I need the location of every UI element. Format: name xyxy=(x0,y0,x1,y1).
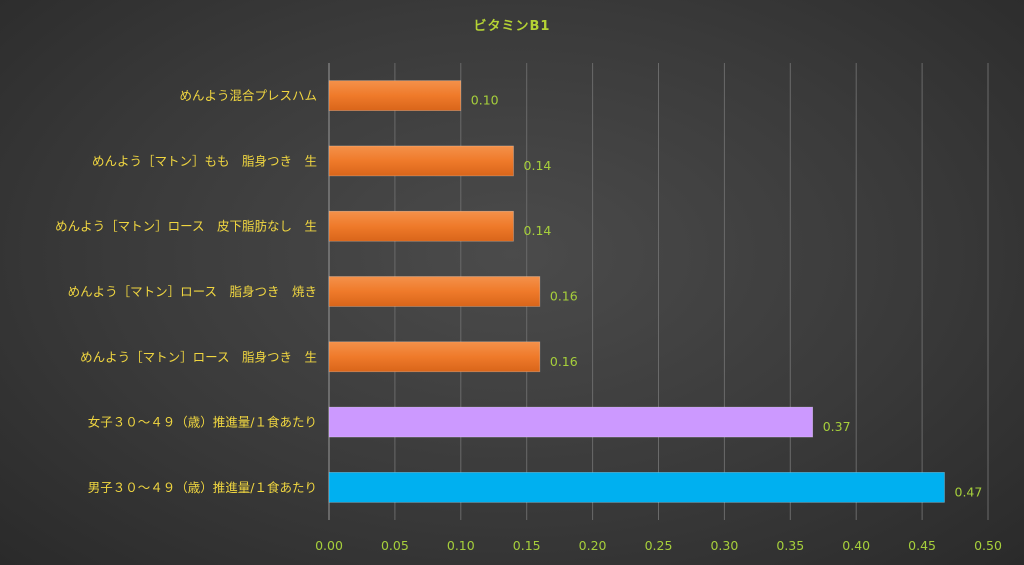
bar xyxy=(328,341,541,373)
category-label: 男子３０～４９（歳）推進量/１食あたり xyxy=(88,480,317,495)
category-label: めんよう［マトン］ロース 脂身つき 生 xyxy=(80,349,317,364)
bar xyxy=(328,210,514,242)
x-tick-label: 0.30 xyxy=(710,538,738,553)
category-label: めんよう［マトン］もも 脂身つき 生 xyxy=(92,153,317,168)
x-tick-label: 0.35 xyxy=(776,538,804,553)
x-tick-label: 0.15 xyxy=(513,538,541,553)
chart-title: ビタミンB1 xyxy=(474,18,551,34)
x-tick-label: 0.05 xyxy=(381,538,409,553)
data-label: 0.14 xyxy=(524,158,552,173)
data-label: 0.10 xyxy=(471,93,499,108)
bars xyxy=(328,80,945,503)
category-label: めんよう［マトン］ロース 皮下脂肪なし 生 xyxy=(55,219,317,234)
x-tick-label: 0.00 xyxy=(315,538,343,553)
x-tick-label: 0.45 xyxy=(908,538,936,553)
category-label: 女子３０～４９（歳）推進量/１食あたり xyxy=(88,415,317,430)
data-label: 0.16 xyxy=(550,289,578,304)
x-tick-label: 0.25 xyxy=(645,538,673,553)
bar xyxy=(328,276,541,307)
data-label: 0.16 xyxy=(550,354,578,369)
bar xyxy=(328,472,945,503)
data-label: 0.37 xyxy=(823,419,851,434)
data-label: 0.14 xyxy=(524,223,552,238)
x-tick-label: 0.40 xyxy=(842,538,870,553)
data-label: 0.47 xyxy=(955,484,983,499)
x-tick-label: 0.50 xyxy=(974,538,1002,553)
bar xyxy=(328,406,814,438)
category-label: めんよう［マトン］ロース 脂身つき 焼き xyxy=(68,284,317,299)
category-label: めんよう混合プレスハム xyxy=(179,88,317,103)
gridlines xyxy=(328,63,989,520)
labels: 0.00 0.05 0.10 0.15 0.20 0.25 0.30 0.35 0.40 0.45… xyxy=(55,88,1002,553)
bar xyxy=(328,80,462,111)
bar xyxy=(328,145,514,177)
x-tick-label: 0.10 xyxy=(447,538,475,553)
x-tick-label: 0.20 xyxy=(579,538,607,553)
